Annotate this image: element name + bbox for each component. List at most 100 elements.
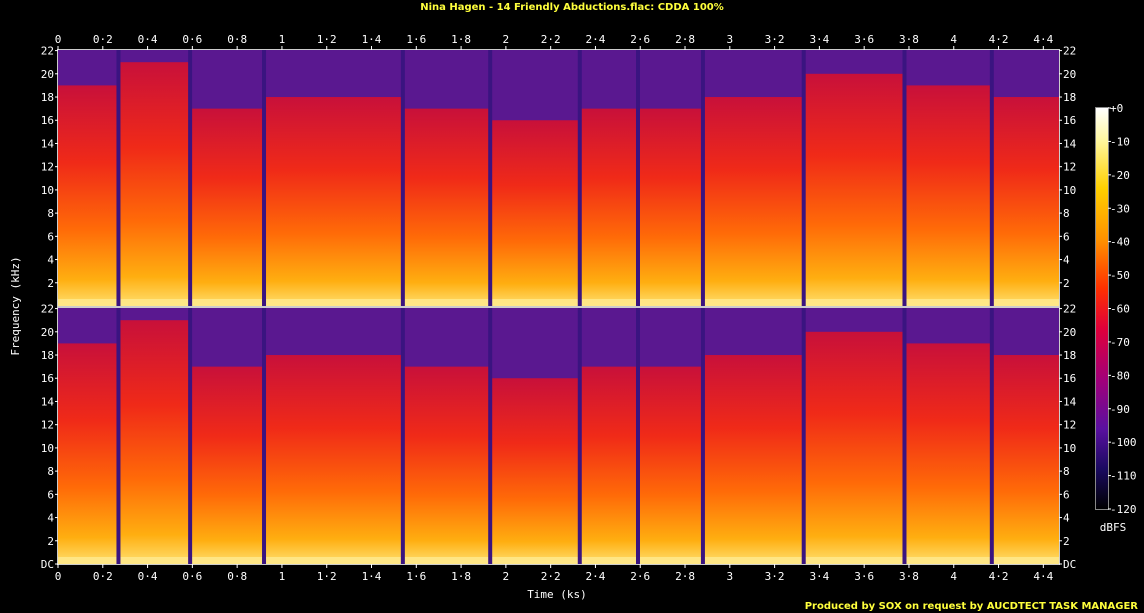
x-tick-label-top: 3·8 [899,33,919,46]
y-tick-label-left: 18 [41,91,54,104]
x-tick-label-bottom: 2·6 [630,570,650,583]
channel-panel-right [57,307,1060,565]
track-gap-marker [801,308,806,564]
track-segment-energy [264,355,403,564]
x-tick-label-top: 4 [950,33,957,46]
low-frequency-band [58,299,1059,306]
track-segment-energy [264,97,403,306]
y-tick-label-right: 8 [1063,207,1070,220]
colorbar-tick-label: -20 [1110,169,1130,182]
colorbar-tick-label: -30 [1110,202,1130,215]
y-tick-label-right: 2 [1063,535,1070,548]
x-tick-label-bottom: 1·2 [317,570,337,583]
track-gap-marker [635,50,640,306]
x-tick-label-bottom: 0 [55,570,62,583]
colorbar-gradient [1096,108,1108,509]
x-tick-label-top: 1·8 [451,33,471,46]
y-tick-label-right: 22 [1063,303,1076,316]
y-tick-label-left: 4 [47,512,54,525]
y-tick-label-left: 2 [47,277,54,290]
track-gap-marker [116,308,121,564]
y-tick-label-right: DC [1063,558,1076,571]
x-axis-bottom: 0 0·2 0·4 0·6 0·8 1 1·2 1·4 1·6 1·8 2 2·2 2·4 2·6 2·8 3… [55,564,1054,583]
colorbar-tick-label: -40 [1110,236,1130,249]
y-tick-label-right: 12 [1063,419,1076,432]
x-tick-label-top: 3 [726,33,733,46]
x-tick-label-bottom: 3·4 [809,570,829,583]
y-tick-label-right: 18 [1063,91,1076,104]
track-segment-energy [58,85,119,306]
track-segment-energy [490,120,580,307]
track-segment-energy [58,343,119,564]
y-tick-label-left: 6 [47,488,54,501]
y-tick-label-right: 20 [1063,326,1076,339]
y-tick-label-left: 4 [47,254,54,267]
track-gap-marker [262,50,267,306]
colorbar-tick-label: -100 [1110,436,1137,449]
track-segment-energy [190,108,265,306]
x-tick-label-bottom: 4 [950,570,957,583]
track-segment-energy [904,85,992,306]
y-tick-label-left: DC [41,558,54,571]
x-tick-label-bottom: 0·8 [227,570,247,583]
y-tick-label-left: 12 [41,419,54,432]
track-gap-marker [902,308,907,564]
footer-credit: Produced by SOX on request by AUCDTECT T… [805,601,1139,612]
track-gap-marker [989,50,994,306]
x-tick-label-bottom: 3·2 [765,570,785,583]
y-tick-label-right: 14 [1063,395,1077,408]
spectrogram-panels [57,49,1060,565]
y-tick-label-left: 10 [41,442,54,455]
x-tick-label-top: 4·2 [989,33,1009,46]
x-tick-label-bottom: 3·6 [854,570,874,583]
low-frequency-band [58,557,1059,564]
y-tick-label-left: 10 [41,184,54,197]
channel-panel-left [57,49,1060,307]
colorbar-tick-label: -10 [1110,135,1130,148]
track-gap-marker [700,50,705,306]
track-segment-energy [991,97,1059,306]
y-tick-label-left: 16 [41,114,54,127]
x-tick-label-bottom: 1·4 [362,570,382,583]
y-tick-label-left: 22 [41,303,54,316]
track-segment-energy [402,108,491,306]
colorbar-tick-label: -80 [1110,369,1130,382]
x-tick-label-top: 2·2 [541,33,561,46]
track-segment-energy [904,343,992,564]
track-segment-energy [118,320,191,564]
y-tick-label-left: 2 [47,535,54,548]
track-gap-marker [400,308,405,564]
x-tick-label-bottom: 4·2 [989,570,1009,583]
track-gap-marker [577,50,582,306]
track-segment-energy [702,97,804,306]
y-tick-label-right: 8 [1063,465,1070,478]
panel-frame [57,49,1060,307]
x-tick-label-top: 3·2 [765,33,785,46]
x-axis-label: Time (ks) [527,588,587,601]
x-tick-label-top: 0·4 [138,33,158,46]
track-gap-marker [116,50,121,306]
track-segment-energy [118,62,191,306]
y-tick-label-right: 10 [1063,184,1076,197]
y-tick-label-right: 14 [1063,137,1077,150]
track-segment-energy [402,366,491,564]
colorbar-tick-label: -70 [1110,336,1130,349]
x-tick-label-bottom: 0·4 [138,570,158,583]
panel-frame [57,307,1060,565]
x-tick-label-top: 1·2 [317,33,337,46]
track-gap-marker [700,308,705,564]
track-gap-marker [188,50,193,306]
y-axis-label: Frequency (kHz) [9,256,22,355]
track-gap-marker [989,308,994,564]
colorbar-label: dBFS [1100,521,1127,534]
y-tick-label-left: 20 [41,68,54,81]
x-axis-top: 0 0·2 0·4 0·6 0·8 1 1·2 1·4 1·6 1·8 2 2·2 2·4 2·6 2·8 3… [55,33,1054,50]
y-tick-label-right: 16 [1063,372,1076,385]
x-tick-label-bottom: 3·8 [899,570,919,583]
y-tick-label-left: 8 [47,207,54,220]
x-tick-label-top: 3·4 [809,33,829,46]
track-segment-energy [991,355,1059,564]
track-gap-marker [400,50,405,306]
x-tick-label-bottom: 0·2 [93,570,113,583]
